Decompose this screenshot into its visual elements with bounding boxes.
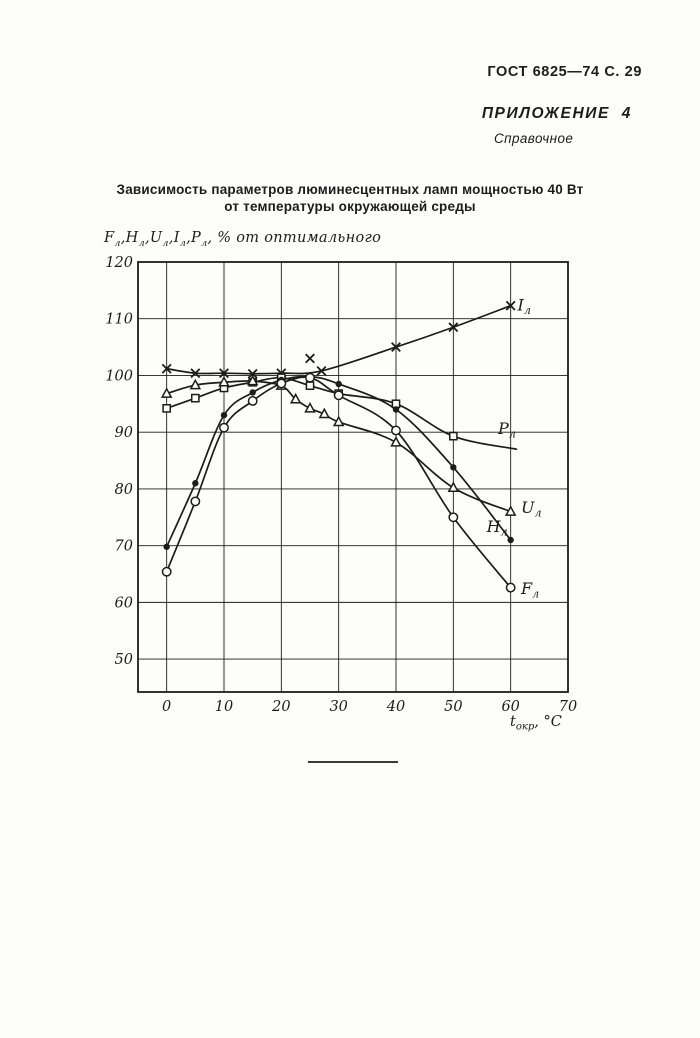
gost-standard-header: ГОСТ 6825—74 С. 29 <box>487 64 642 80</box>
y-tick-label: 50 <box>115 652 133 668</box>
I_lamp_current-marker-cross <box>247 368 258 379</box>
y-tick-label: 110 <box>105 312 133 328</box>
figure-title: Зависимость параметров люминесцентных ла… <box>0 181 700 215</box>
F_lamp_flux-marker-circle-open <box>305 372 315 383</box>
I_lamp_current-marker-cross <box>505 300 516 311</box>
separator-line <box>308 761 398 763</box>
appendix-title: ПРИЛОЖЕНИЕ 4 <box>481 105 632 122</box>
F_lamp_flux-marker-circle-open <box>190 496 201 507</box>
F_lamp_flux-marker-circle-open <box>505 582 516 593</box>
H_lamp_brightness-marker-circle-filled <box>507 536 514 544</box>
y-tick-label: 60 <box>115 595 133 611</box>
x-axis-label: tокр, °C <box>510 714 562 733</box>
curve-label-I_lamp_current: Iл <box>517 296 531 318</box>
H_lamp_brightness-marker-circle-filled <box>249 389 256 396</box>
y-tick-label: 100 <box>105 368 133 384</box>
P_lamp_power-marker-square <box>190 393 200 403</box>
appendix-note: Справочное <box>494 131 574 146</box>
x-tick-label: 50 <box>444 699 462 715</box>
curve-label-H_lamp_brightness: Hл <box>486 517 508 539</box>
curve-label-F_lamp_flux: Fл <box>520 579 539 601</box>
x-tick-label: 0 <box>162 699 171 715</box>
P_lamp_power-marker-square <box>162 404 172 413</box>
figure-title-line1: Зависимость параметров люминесцентных ла… <box>116 182 584 197</box>
F_lamp_flux-marker-circle-open <box>219 422 229 433</box>
U_lamp_voltage-marker-triangle <box>447 481 460 493</box>
y-axis-var-subscript: л <box>201 237 208 249</box>
x-tick-label: 40 <box>386 699 405 715</box>
F_lamp_flux-marker-circle-open <box>391 425 401 436</box>
y-axis-var-subscript: л <box>114 237 121 249</box>
U_lamp_voltage-marker-triangle <box>160 387 173 398</box>
H_lamp_brightness-marker-circle-filled <box>192 480 199 487</box>
U_lamp_voltage-marker-triangle <box>189 378 202 390</box>
y-tick-label: 70 <box>115 539 133 555</box>
y-tick-label: 90 <box>115 425 133 441</box>
y-axis-var-subscript: л <box>138 237 145 249</box>
y-axis-var: I <box>173 230 180 246</box>
curve-F_lamp_flux <box>165 376 512 589</box>
x-tick-label: 70 <box>559 699 577 715</box>
I_lamp_current-marker-cross <box>305 353 315 364</box>
y-tick-label: 80 <box>115 482 133 498</box>
U_lamp_voltage-marker-triangle <box>504 505 517 516</box>
U_lamp_voltage-marker-triangle <box>246 374 259 386</box>
plot-frame <box>137 261 569 693</box>
I_lamp_current-marker-cross <box>391 342 401 353</box>
I_lamp_current-marker-cross <box>219 368 229 379</box>
U_lamp_voltage-marker-triangle <box>304 401 316 413</box>
I_lamp_current-marker-cross <box>161 363 172 374</box>
y-axis-var: H <box>125 230 139 246</box>
figure-title-line2: от температуры окружающей среды <box>224 199 476 214</box>
y-axis-label: Fл,Hл,Uл,Iл,Pл, % от оптимального <box>104 230 382 249</box>
P_lamp_power-marker-square <box>305 381 315 391</box>
P_lamp_power-marker-square <box>448 431 458 441</box>
F_lamp_flux-marker-circle-open <box>247 396 258 406</box>
curve-label-U_lamp_voltage: Uл <box>521 498 542 520</box>
x-tick-label: 30 <box>329 699 347 715</box>
I_lamp_current-marker-cross <box>316 365 327 376</box>
x-tick-label: 20 <box>271 699 290 715</box>
U_lamp_voltage-marker-triangle <box>318 407 331 419</box>
I_lamp_current-marker-cross <box>190 368 201 379</box>
y-axis-var: P <box>191 230 202 246</box>
curve-P_lamp_power <box>165 376 518 451</box>
U_lamp_voltage-marker-triangle <box>218 375 230 387</box>
U_lamp_voltage-marker-triangle <box>390 436 402 447</box>
curve-H_lamp_brightness <box>165 375 512 548</box>
curve-label-P_lamp_power: Pл <box>497 419 516 441</box>
x-tick-label: 10 <box>215 699 233 715</box>
y-axis-var: F <box>104 230 115 246</box>
H_lamp_brightness-marker-circle-filled <box>450 464 457 471</box>
I_lamp_current-marker-cross <box>448 322 459 333</box>
F_lamp_flux-marker-circle-open <box>276 378 287 389</box>
F_lamp_flux-marker-circle-open <box>333 390 344 401</box>
H_lamp_brightness-marker-circle-filled <box>220 411 228 419</box>
y-tick-label: 120 <box>105 255 133 271</box>
y-axis-var-subscript: л <box>179 237 187 249</box>
U_lamp_voltage-marker-triangle <box>332 415 345 427</box>
H_lamp_brightness-marker-circle-filled <box>392 406 400 413</box>
H_lamp_brightness-marker-circle-filled <box>163 543 170 550</box>
H_lamp_brightness-marker-circle-filled <box>335 380 342 388</box>
y-axis-var: U <box>149 230 163 246</box>
x-tick-label: 60 <box>501 699 519 715</box>
F_lamp_flux-marker-circle-open <box>448 512 459 523</box>
F_lamp_flux-marker-circle-open <box>161 566 172 577</box>
U_lamp_voltage-marker-triangle <box>289 392 302 404</box>
y-axis-var-subscript: л <box>162 237 169 249</box>
